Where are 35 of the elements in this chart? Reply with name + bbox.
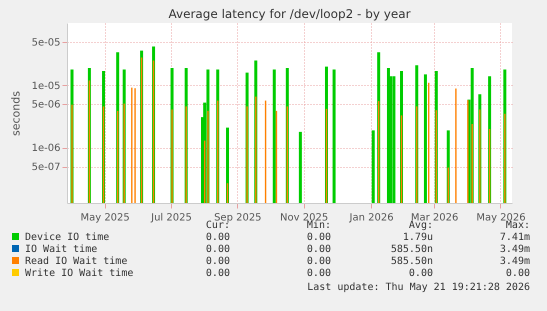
- text: Avg:: [408, 220, 433, 231]
- y-tick-label: 5e-06: [32, 100, 60, 111]
- legend-label: Read IO Wait time: [24, 256, 128, 268]
- text: 0.00: [204, 256, 230, 268]
- legend-label: Device IO time: [24, 232, 110, 244]
- text: 0.00: [306, 232, 331, 244]
- y-tick-label: 5e-07: [32, 162, 60, 174]
- text: Min:: [306, 220, 331, 231]
- x-tick-label: Sep 2025: [214, 212, 262, 224]
- text: 7.41m: [498, 232, 530, 244]
- text: 0.00: [306, 244, 331, 256]
- x-tick-label: May 2025: [80, 212, 130, 224]
- y-tick-label: 5e-05: [32, 37, 60, 48]
- text: 3.49m: [498, 256, 530, 268]
- text: 1.79u: [402, 232, 433, 244]
- y-tick-label: 1e-06: [32, 143, 60, 154]
- text: 585.50n: [390, 256, 433, 268]
- text: 0.00: [204, 232, 230, 244]
- text: 3.49m: [498, 244, 530, 256]
- y-axis-title: seconds: [10, 90, 23, 136]
- text: 585.50n: [390, 244, 433, 256]
- text: 0.00: [408, 268, 433, 280]
- text: 0.00: [204, 268, 230, 280]
- chart-title: Average latency for /dev/loop2 - by year: [168, 7, 411, 21]
- text: Last update: Thu May 21 19:21:28 2026: [307, 282, 530, 293]
- x-tick-label: Jan 2026: [348, 212, 394, 224]
- x-tick-label: Jul 2025: [150, 212, 192, 224]
- legend-label: Write IO Wait time: [24, 268, 134, 280]
- y-tick-label: 1e-05: [32, 80, 60, 92]
- text: 0.00: [204, 244, 230, 256]
- text: Max:: [506, 220, 530, 231]
- legend-label: IO Wait time: [24, 244, 98, 256]
- text: 0.00: [306, 256, 331, 268]
- text: 0.00: [306, 268, 331, 280]
- text: 0.00: [504, 268, 530, 280]
